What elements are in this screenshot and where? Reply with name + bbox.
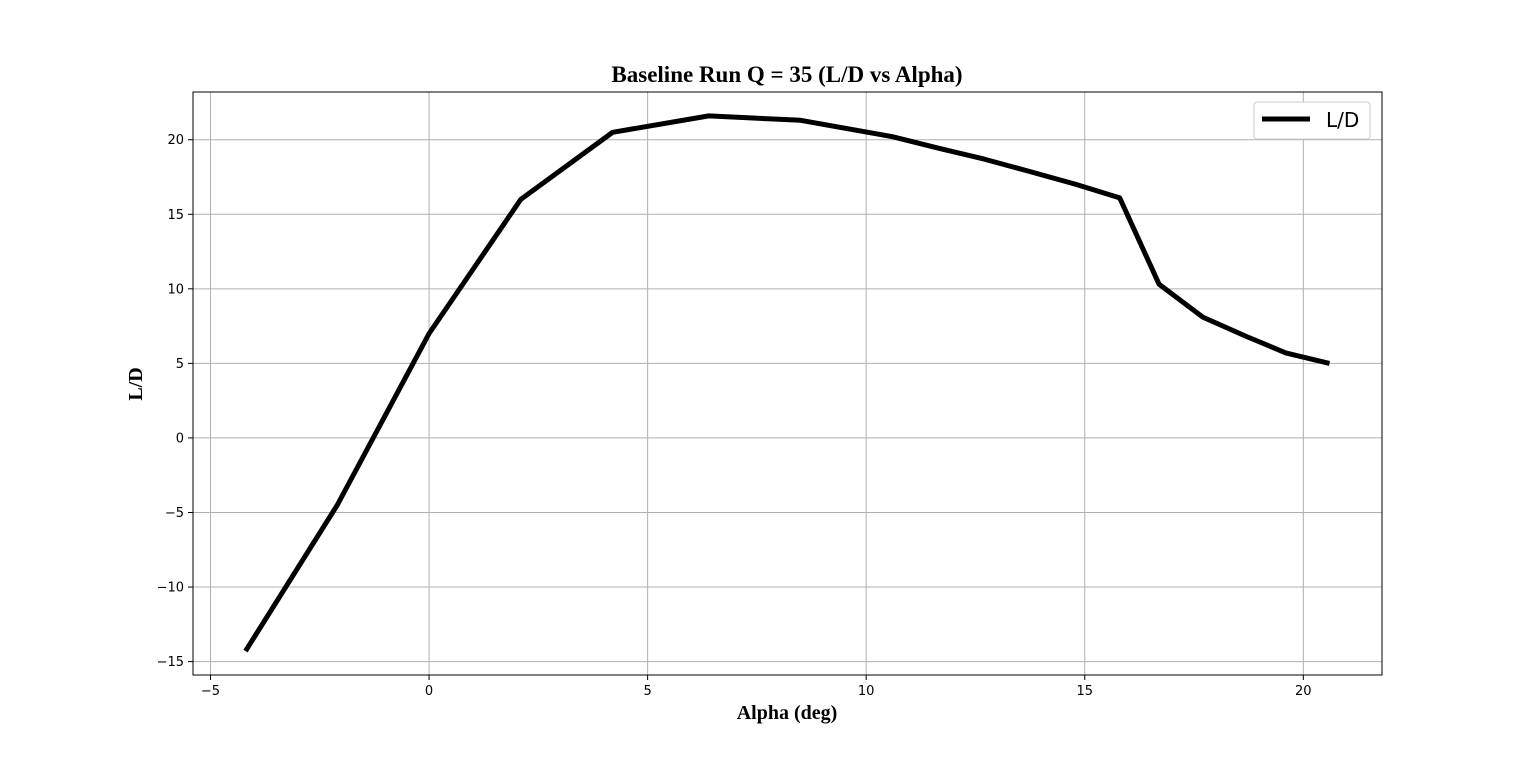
x-tick-label: −5 [201,684,220,699]
y-tick-label: 20 [167,133,184,148]
y-tick-label: −5 [165,506,184,521]
series-line-ld [243,113,1331,653]
x-axis-label: Alpha (deg) [737,702,838,724]
legend-box [1253,101,1371,140]
y-tick-label: −10 [157,581,184,596]
y-tick-label: 10 [167,282,184,297]
x-tick-label: 5 [643,684,651,699]
plot-frame [192,91,1383,676]
x-axis-ticks: −5 0 5 10 15 20 [201,675,1312,699]
y-axis-label: L/D [125,367,147,400]
y-tick-label: 15 [167,208,184,223]
y-tick-label: 5 [176,357,184,372]
x-tick-label: 15 [1076,684,1093,699]
y-axis-ticks: −15 −10 −5 0 5 10 15 20 [157,133,193,670]
x-tick-label: 20 [1295,684,1312,699]
legend: L/D [1253,101,1371,140]
x-tick-label: 0 [425,684,433,699]
x-tick-label: 10 [858,684,875,699]
legend-label: L/D [1326,108,1359,132]
chart-title: Baseline Run Q = 35 (L/D vs Alpha) [611,62,962,87]
series-layer [243,113,1331,653]
y-tick-label: −15 [157,655,184,670]
y-tick-label: 0 [176,431,184,446]
grid [193,92,1382,675]
